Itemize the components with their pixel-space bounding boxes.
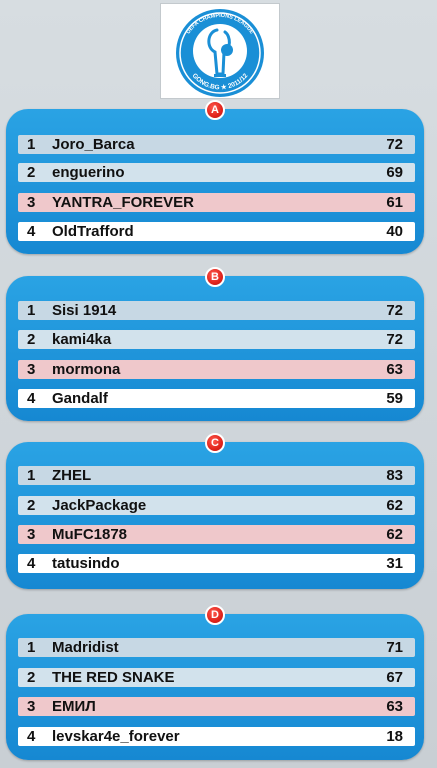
group-a-row-3: 3 YANTRA_FOREVER 61 xyxy=(18,193,415,212)
champions-league-logo: UEFA CHAMPIONS LEAGUE GONG.BG ★ 2011/12 xyxy=(160,3,280,99)
group-a-row-2: 2 enguerino 69 xyxy=(18,163,415,182)
rank: 3 xyxy=(27,194,36,211)
group-c-row-1: 1 ZHEL 83 xyxy=(18,466,415,485)
points: 63 xyxy=(386,361,403,378)
rank: 3 xyxy=(27,526,36,543)
group-b-row-2: 2 kami4ka 72 xyxy=(18,330,415,349)
rank: 1 xyxy=(27,136,36,153)
group-a-panel: A 1 Joro_Barca 72 2 enguerino 69 3 YANTR… xyxy=(6,100,424,254)
points: 62 xyxy=(386,526,403,543)
points: 59 xyxy=(386,390,403,407)
group-b-badge: B xyxy=(205,267,225,287)
rank: 4 xyxy=(27,390,36,407)
group-a-badge: A xyxy=(205,100,225,120)
group-d-badge: D xyxy=(205,605,225,625)
player-name: Madridist xyxy=(52,639,119,656)
player-name: levskar4e_forever xyxy=(52,728,180,745)
points: 63 xyxy=(386,698,403,715)
group-c-badge: C xyxy=(205,433,225,453)
rank: 1 xyxy=(27,302,36,319)
points: 83 xyxy=(386,467,403,484)
rank: 2 xyxy=(27,164,36,181)
points: 72 xyxy=(386,136,403,153)
group-a-row-1: 1 Joro_Barca 72 xyxy=(18,135,415,154)
player-name: Joro_Barca xyxy=(52,136,135,153)
player-name: OldTrafford xyxy=(52,223,134,240)
group-d-panel: D 1 Madridist 71 2 THE RED SNAKE 67 3 ЕМ… xyxy=(6,605,424,760)
player-name: JackPackage xyxy=(52,497,147,514)
player-name: ЕМИЛ xyxy=(52,698,96,715)
group-d-row-2: 2 THE RED SNAKE 67 xyxy=(18,668,415,687)
points: 67 xyxy=(386,669,403,686)
group-c-row-2: 2 JackPackage 62 xyxy=(18,496,415,515)
group-b-row-4: 4 Gandalf 59 xyxy=(18,389,415,408)
player-name: tatusindo xyxy=(52,555,120,572)
group-b-panel: B 1 Sisi 1914 72 2 kami4ka 72 3 mormona … xyxy=(6,267,424,421)
rank: 2 xyxy=(27,497,36,514)
rank: 1 xyxy=(27,467,36,484)
points: 69 xyxy=(386,164,403,181)
group-a-row-4: 4 OldTrafford 40 xyxy=(18,222,415,241)
group-b-row-3: 3 mormona 63 xyxy=(18,360,415,379)
trophy-icon xyxy=(207,28,233,77)
points: 61 xyxy=(386,194,403,211)
player-name: MuFC1878 xyxy=(52,526,128,543)
rank: 4 xyxy=(27,555,36,572)
points: 72 xyxy=(386,302,403,319)
group-b-row-1: 1 Sisi 1914 72 xyxy=(18,301,415,320)
player-name: enguerino xyxy=(52,164,125,181)
group-c-row-3: 3 MuFC1878 62 xyxy=(18,525,415,544)
player-name: Sisi 1914 xyxy=(52,302,117,319)
points: 40 xyxy=(386,223,403,240)
rank: 4 xyxy=(27,728,36,745)
player-name: kami4ka xyxy=(52,331,112,348)
player-name: YANTRA_FOREVER xyxy=(52,194,194,211)
points: 71 xyxy=(386,639,403,656)
points: 18 xyxy=(386,728,403,745)
points: 31 xyxy=(386,555,403,572)
player-name: ZHEL xyxy=(52,467,92,484)
points: 62 xyxy=(386,497,403,514)
player-name: mormona xyxy=(52,361,121,378)
player-name: THE RED SNAKE xyxy=(52,669,175,686)
rank: 2 xyxy=(27,669,36,686)
group-c-panel: C 1 ZHEL 83 2 JackPackage 62 3 MuFC1878 … xyxy=(6,433,424,589)
group-d-row-3: 3 ЕМИЛ 63 xyxy=(18,697,415,716)
player-name: Gandalf xyxy=(52,390,108,407)
group-d-row-4: 4 levskar4e_forever 18 xyxy=(18,727,415,746)
rank: 3 xyxy=(27,361,36,378)
rank: 3 xyxy=(27,698,36,715)
group-c-row-4: 4 tatusindo 31 xyxy=(18,554,415,573)
rank: 2 xyxy=(27,331,36,348)
rank: 1 xyxy=(27,639,36,656)
group-d-row-1: 1 Madridist 71 xyxy=(18,638,415,657)
points: 72 xyxy=(386,331,403,348)
rank: 4 xyxy=(27,223,36,240)
